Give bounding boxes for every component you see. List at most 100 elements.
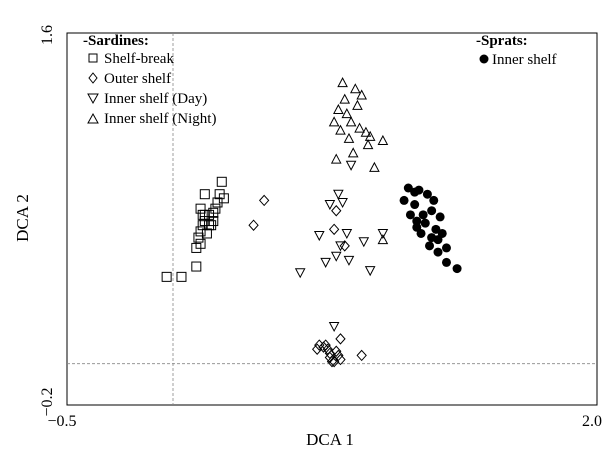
legend-triangle-down-icon bbox=[87, 93, 99, 105]
sardines-shelf-break-point bbox=[191, 261, 202, 272]
sardines-inner-shelf-night-point bbox=[377, 234, 389, 245]
sardines-inner-shelf-night-point bbox=[337, 77, 348, 88]
x-tick-label-min: −0.5 bbox=[47, 413, 76, 430]
sardines-inner-shelf-night-point bbox=[343, 132, 355, 143]
sardines-inner-shelf-day-point bbox=[335, 241, 346, 252]
sprats-inner-shelf-point bbox=[405, 210, 415, 220]
legend-label-shelf-break: Shelf-break bbox=[104, 51, 174, 67]
sardines-outer-shelf-point bbox=[339, 240, 350, 252]
sardines-inner-shelf-day-point bbox=[345, 160, 357, 171]
sardines-shelf-break-point bbox=[208, 216, 219, 227]
sardines-outer-shelf-point bbox=[311, 343, 323, 355]
sardines-inner-shelf-day-point bbox=[341, 228, 353, 240]
y-axis-title: DCA 2 bbox=[13, 194, 32, 242]
sprats-inner-shelf-point bbox=[429, 195, 439, 205]
sprats-inner-shelf-point bbox=[435, 212, 445, 222]
sardines-inner-shelf-night-point bbox=[335, 124, 346, 135]
sprats-inner-shelf-point bbox=[399, 195, 409, 205]
legend-sprats-title: -Sprats: bbox=[476, 33, 528, 49]
sardines-outer-shelf-point bbox=[258, 194, 270, 207]
sardines-inner-shelf-night-point bbox=[360, 126, 372, 137]
sardines-inner-shelf-night-point bbox=[330, 153, 342, 164]
sardines-outer-shelf-point bbox=[320, 339, 331, 351]
y-tick-label-max: 1.6 bbox=[39, 25, 56, 45]
sardines-inner-shelf-day-point bbox=[330, 251, 342, 262]
sardines-inner-shelf-night-point bbox=[352, 99, 363, 110]
legend-label-inner-shelf-day: Inner shelf (Day) bbox=[104, 91, 207, 107]
sardines-inner-shelf-night-point bbox=[356, 89, 368, 100]
sardines-shelf-break-point bbox=[199, 189, 210, 200]
sardines-outer-shelf-point bbox=[328, 355, 340, 368]
legend-sprats: -Sprats: Inner shelf bbox=[476, 33, 557, 68]
legend-sardines: -Sardines: Shelf-break Outer shelf Inner… bbox=[83, 33, 216, 127]
sardines-shelf-break-point bbox=[201, 228, 212, 239]
legend-filled-circle-icon bbox=[479, 54, 489, 64]
sardines-inner-shelf-night-point bbox=[341, 108, 353, 119]
sardines-inner-shelf-night-point bbox=[333, 103, 344, 114]
sardines-inner-shelf-night-point bbox=[377, 134, 389, 145]
sprats-inner-shelf-point bbox=[416, 228, 426, 238]
sprats-inner-shelf-point bbox=[441, 243, 451, 253]
sardines-shelf-break-point bbox=[195, 238, 206, 249]
sardines-inner-shelf-night-point bbox=[328, 116, 340, 127]
plot-area-border bbox=[66, 32, 598, 406]
sardines-inner-shelf-day-point bbox=[358, 237, 370, 248]
legend-label-inner-shelf-night: Inner shelf (Night) bbox=[104, 111, 216, 127]
sardines-shelf-break-point bbox=[176, 271, 187, 282]
sardines-shelf-break-point bbox=[218, 193, 229, 204]
sprats-inner-shelf-point bbox=[410, 200, 420, 210]
sprats-inner-shelf-point bbox=[437, 228, 447, 238]
sardines-inner-shelf-day-point bbox=[324, 200, 336, 211]
sardines-inner-shelf-day-point bbox=[364, 266, 376, 277]
x-axis-title: DCA 1 bbox=[306, 430, 354, 449]
sardines-inner-shelf-day-point bbox=[333, 189, 344, 200]
sardines-inner-shelf-day-point bbox=[328, 321, 340, 333]
sardines-inner-shelf-day-point bbox=[377, 228, 389, 240]
sardines-inner-shelf-day-point bbox=[313, 231, 325, 242]
legend-label-outer-shelf: Outer shelf bbox=[104, 71, 171, 87]
legend-label-sprats-inner-shelf: Inner shelf bbox=[492, 52, 557, 68]
sardines-outer-shelf-point bbox=[335, 333, 346, 345]
sardines-inner-shelf-day-point bbox=[294, 268, 306, 279]
plot-frame bbox=[66, 32, 598, 406]
sardines-inner-shelf-night-point bbox=[349, 83, 361, 94]
legend-sardines-title: -Sardines: bbox=[83, 33, 149, 49]
sardines-shelf-break-point bbox=[195, 203, 206, 214]
sardines-shelf-break-point bbox=[197, 209, 208, 220]
sprats-inner-shelf-point bbox=[403, 183, 413, 193]
sprats-inner-shelf-point bbox=[420, 218, 430, 228]
legend-diamond-icon bbox=[88, 72, 98, 84]
sprats-inner-shelf-point bbox=[418, 210, 428, 220]
sardines-inner-shelf-night-point bbox=[339, 93, 351, 104]
sardines-inner-shelf-night-point bbox=[362, 139, 374, 150]
sardines-outer-shelf-point bbox=[331, 204, 342, 217]
sardines-outer-shelf-point bbox=[335, 353, 346, 366]
sprats-inner-shelf-point bbox=[431, 224, 441, 234]
sardines-shelf-break-point bbox=[161, 271, 172, 282]
data-points bbox=[161, 77, 462, 368]
sardines-outer-shelf-point bbox=[248, 219, 259, 231]
legend-triangle-up-icon bbox=[87, 112, 99, 124]
sardines-outer-shelf-point bbox=[326, 355, 338, 368]
sardines-inner-shelf-night-point bbox=[345, 116, 357, 127]
sprats-inner-shelf-point bbox=[414, 185, 424, 195]
sardines-outer-shelf-point bbox=[328, 223, 340, 236]
legend-square-icon bbox=[88, 53, 98, 63]
sardines-outer-shelf-point bbox=[331, 345, 342, 358]
sprats-inner-shelf-point bbox=[452, 264, 462, 274]
sprats-inner-shelf-point bbox=[441, 257, 451, 267]
x-tick-label-max: 2.0 bbox=[582, 413, 602, 430]
sardines-inner-shelf-night-point bbox=[354, 122, 365, 133]
sardines-inner-shelf-night-point bbox=[369, 161, 380, 172]
sardines-shelf-break-point bbox=[216, 176, 227, 187]
sardines-inner-shelf-day-point bbox=[320, 257, 331, 268]
sardines-inner-shelf-night-point bbox=[364, 130, 376, 141]
sprats-inner-shelf-point bbox=[427, 206, 437, 216]
sardines-shelf-break-point bbox=[193, 232, 204, 243]
sardines-inner-shelf-day-point bbox=[337, 197, 348, 209]
sardines-shelf-break-point bbox=[210, 203, 221, 214]
sprats-inner-shelf-point bbox=[412, 216, 422, 226]
sprats-inner-shelf-point bbox=[425, 241, 435, 251]
y-tick-label-min: −0.2 bbox=[39, 387, 56, 416]
